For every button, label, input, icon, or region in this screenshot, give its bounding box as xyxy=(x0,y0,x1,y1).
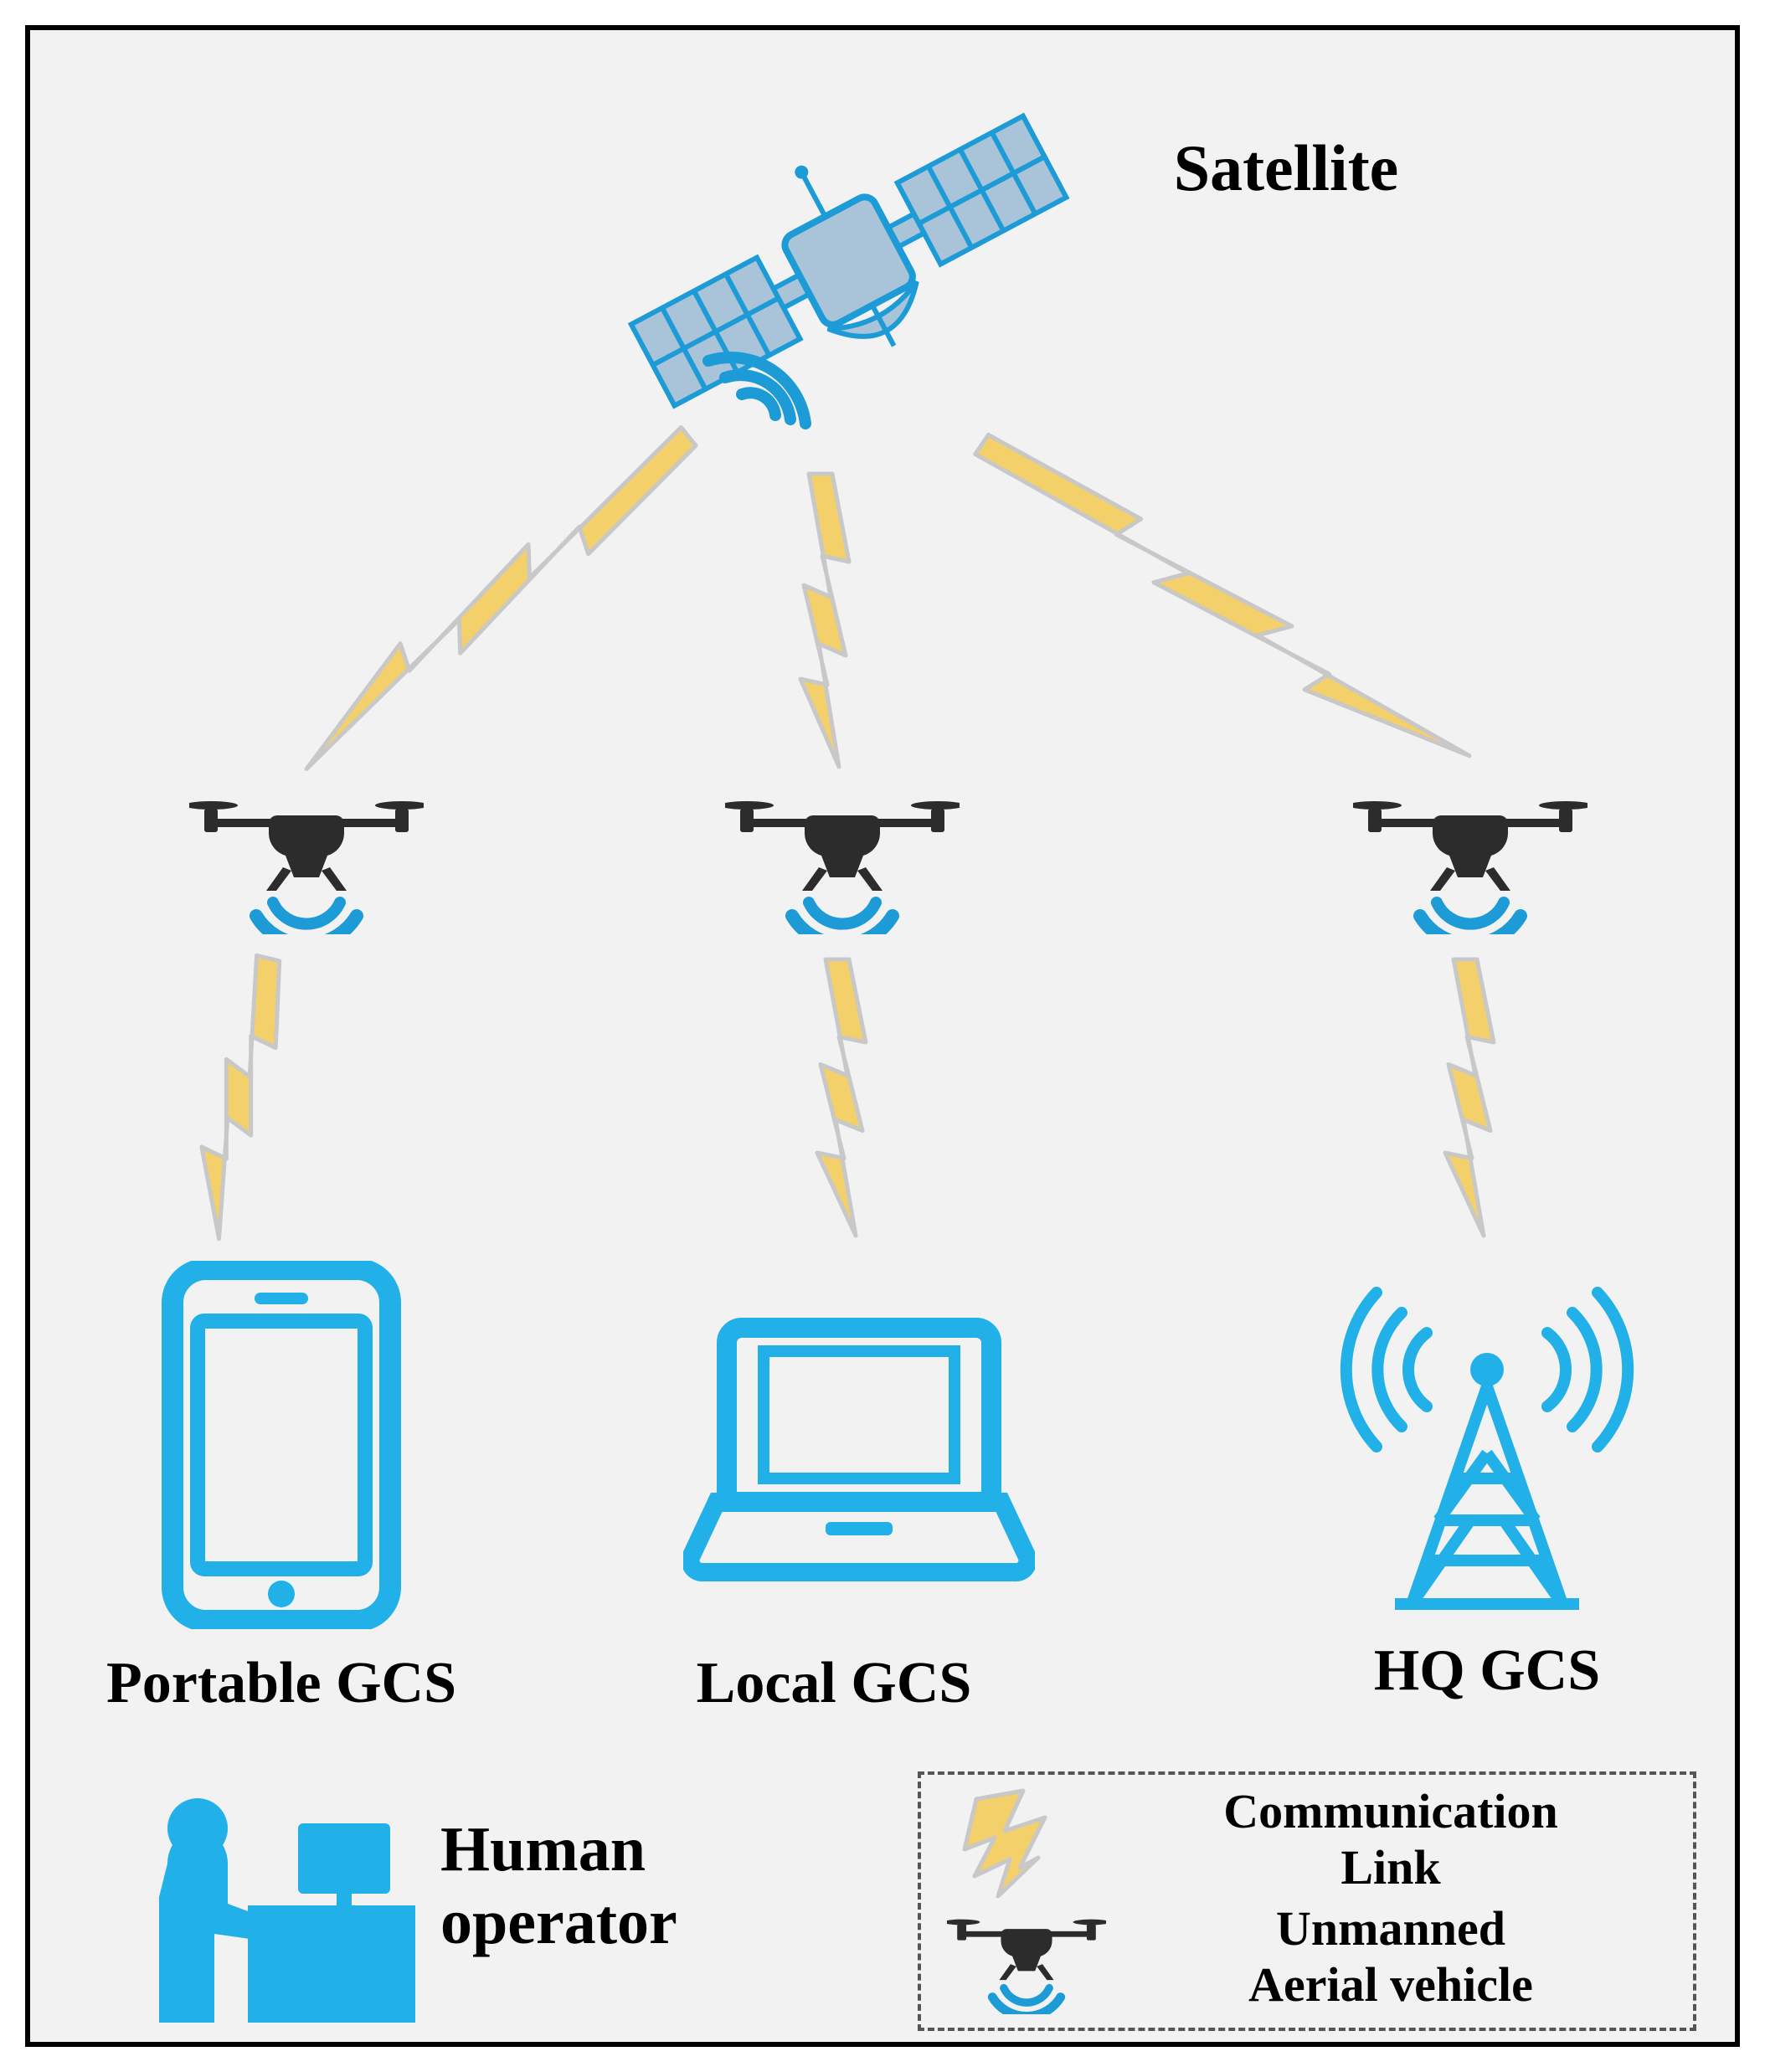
drone-icon xyxy=(1353,775,1587,934)
bolt-icon xyxy=(266,401,723,797)
drone-icon xyxy=(189,775,424,934)
drone-icon xyxy=(725,775,960,934)
portable-gcs-label: Portable GCS xyxy=(47,1650,516,1718)
tower-icon xyxy=(1336,1252,1638,1612)
satellite-label: Satellite xyxy=(1077,131,1495,206)
laptop-icon xyxy=(683,1303,1035,1587)
drone-icon xyxy=(947,1897,1106,2014)
phone-icon xyxy=(156,1261,407,1629)
bolt-icon xyxy=(1420,959,1521,1236)
bolt-icon xyxy=(157,948,322,1247)
legend-comm-label: Communication Link xyxy=(1119,1784,1663,1895)
bolt-icon xyxy=(951,1784,1068,1901)
human-operator-label: Human operator xyxy=(440,1813,826,1960)
hq-gcs-label: HQ GCS xyxy=(1303,1638,1671,1705)
local-gcs-label: Local GCS xyxy=(625,1650,1043,1718)
bolt-icon xyxy=(956,398,1490,808)
legend-uav-label: Unmanned Aerial vehicle xyxy=(1119,1901,1663,2013)
diagram-canvas: Satellite xyxy=(0,0,1765,2072)
operator-icon xyxy=(122,1780,424,2031)
bolt-icon xyxy=(775,474,876,767)
bolt-icon xyxy=(792,959,893,1236)
diagram-inner: Satellite xyxy=(25,25,1740,2047)
